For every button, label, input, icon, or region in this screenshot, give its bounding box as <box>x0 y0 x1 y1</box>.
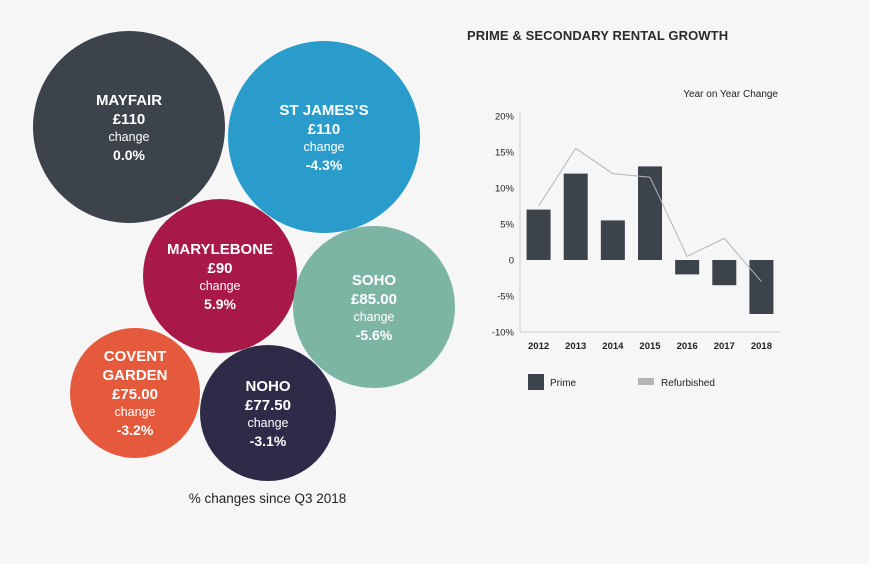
bubble-name: MAYFAIR <box>95 91 163 109</box>
bubble-change-value: 5.9% <box>204 295 236 312</box>
legend-refurbished-swatch <box>638 378 654 385</box>
bubble-change-label: change <box>303 139 345 154</box>
bubble-name: ST JAMES’S <box>279 101 369 119</box>
bubble-price: £75.00 <box>112 386 158 403</box>
bubble-change-label: change <box>353 309 395 324</box>
x-tick-label: 2015 <box>639 341 661 352</box>
x-tick-label: 2017 <box>714 341 735 352</box>
bubble-change-label: change <box>108 129 150 144</box>
bubble-marylebone: MARYLEBONE £90 change 5.9% <box>143 199 297 353</box>
bubble-price: £110 <box>307 120 341 138</box>
bar-prime-2014 <box>600 220 625 260</box>
bubble-change-value: -3.1% <box>249 432 287 449</box>
bubble-price: £85.00 <box>351 290 397 308</box>
bubble-price: £110 <box>112 110 146 128</box>
bubble-change-value: -4.3% <box>305 156 343 173</box>
bar-prime-2017 <box>712 260 737 286</box>
bubble-st-jamess: ST JAMES’S £110 change -4.3% <box>228 41 420 233</box>
bubble-change-label: change <box>114 405 156 419</box>
y-tick-label: 5% <box>500 220 514 231</box>
chart-subtitle: Year on Year Change <box>683 89 778 100</box>
bar-prime-2015 <box>638 166 662 260</box>
bubble-name: MARYLEBONE <box>166 240 274 258</box>
bubble-name: COVENT GARDEN <box>102 348 168 384</box>
bubble-change-value: -3.2% <box>116 422 154 438</box>
bar-prime-2018 <box>749 260 774 314</box>
bubble-change-value: 0.0% <box>113 146 145 163</box>
bar-prime-2012 <box>526 209 551 260</box>
bubble-price: £77.50 <box>245 396 291 414</box>
y-tick-label: 20% <box>495 112 515 123</box>
y-tick-label: -5% <box>497 292 514 303</box>
bar-prime-2016 <box>675 260 700 275</box>
y-tick-label: 0 <box>509 256 514 267</box>
y-tick-label: 10% <box>495 184 515 195</box>
line-refurbished <box>538 147 762 282</box>
y-tick-label: -10% <box>492 328 515 339</box>
bubble-change-label: change <box>199 278 241 293</box>
y-tick-label: 15% <box>495 148 515 159</box>
bubble-noho: NOHO £77.50 change -3.1% <box>200 345 336 481</box>
bar-prime-2013 <box>563 173 588 260</box>
bubble-mayfair: MAYFAIR £110 change 0.0% <box>33 31 225 223</box>
bubble-name: NOHO <box>245 377 291 395</box>
bubble-price: £90 <box>207 259 233 277</box>
bubble-change-value: -5.6% <box>355 326 393 343</box>
legend-refurbished-label: Refurbished <box>661 378 715 389</box>
legend-prime-label: Prime <box>550 378 577 389</box>
chart-title: PRIME & SECONDARY RENTAL GROWTH <box>467 28 729 43</box>
bubbles-caption: % changes since Q3 2018 <box>188 491 347 506</box>
x-tick-label: 2016 <box>677 341 698 352</box>
bubble-name: SOHO <box>351 271 397 289</box>
bubble-soho: SOHO £85.00 change -5.6% <box>293 226 455 388</box>
legend-prime-swatch <box>528 374 544 390</box>
bubble-covent-garden: COVENT GARDEN £75.00 change -3.2% <box>70 328 200 458</box>
x-tick-label: 2018 <box>751 341 772 352</box>
x-tick-label: 2012 <box>528 341 549 352</box>
x-tick-label: 2013 <box>565 341 586 352</box>
bubble-change-label: change <box>247 415 289 430</box>
x-tick-label: 2014 <box>602 341 624 352</box>
